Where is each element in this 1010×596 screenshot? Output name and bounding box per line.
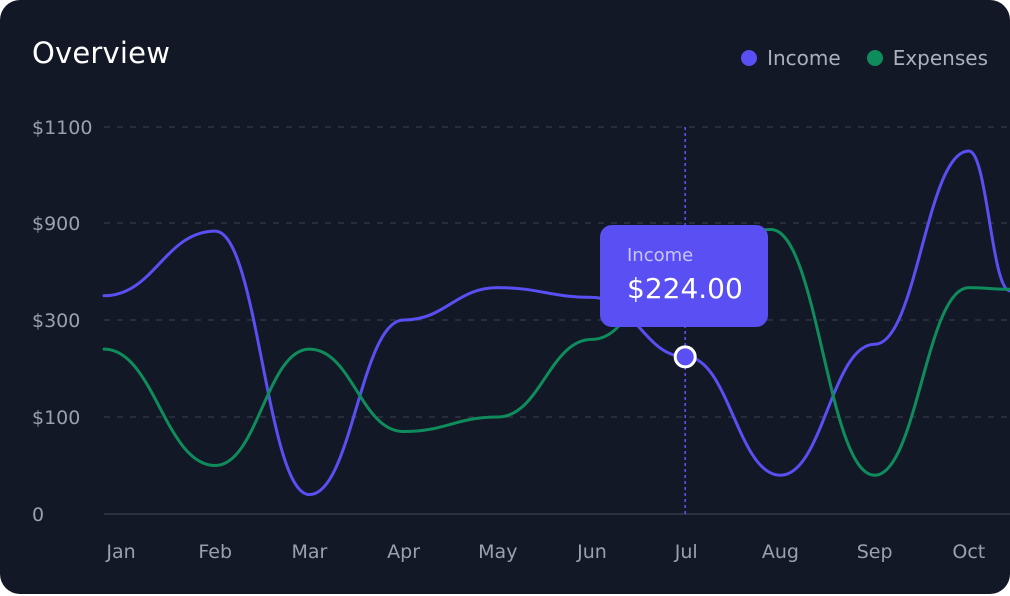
y-tick-label: 0 — [32, 504, 44, 526]
x-tick-label: Mar — [291, 541, 327, 563]
y-tick-label: $100 — [32, 407, 80, 429]
x-tick-label: Jan — [105, 541, 135, 563]
legend-item-expenses[interactable]: Expenses — [866, 46, 988, 70]
series-line-expenses — [102, 227, 1010, 477]
y-tick-label: $900 — [32, 213, 80, 235]
tooltip-label: Income — [627, 245, 694, 266]
chart-title: Overview — [32, 36, 171, 70]
x-tick-label: Aug — [762, 541, 799, 563]
x-tick-label: May — [478, 541, 517, 563]
x-tick-label: Oct — [952, 541, 985, 563]
legend-item-income[interactable]: Income — [741, 46, 841, 70]
series-line-income — [102, 149, 1010, 497]
y-tick-label: $300 — [32, 310, 80, 332]
x-tick-label: Apr — [387, 541, 420, 563]
tooltip-value: $224.00 — [627, 272, 743, 305]
x-tick-label: Feb — [198, 541, 232, 563]
chart-legend: Income Expenses — [741, 46, 988, 70]
x-tick-label: Jul — [674, 541, 698, 563]
x-tick-label: Sep — [857, 541, 893, 563]
x-tick-label: Jun — [576, 541, 607, 563]
income-hover-point — [673, 345, 697, 369]
legend-label-income: Income — [767, 46, 841, 70]
y-tick-label: $1100 — [32, 117, 92, 139]
legend-label-expenses: Expenses — [892, 46, 988, 70]
legend-dot-expenses — [866, 50, 883, 66]
legend-dot-income — [741, 50, 758, 66]
income-tooltip: Income $224.00 — [600, 225, 768, 327]
